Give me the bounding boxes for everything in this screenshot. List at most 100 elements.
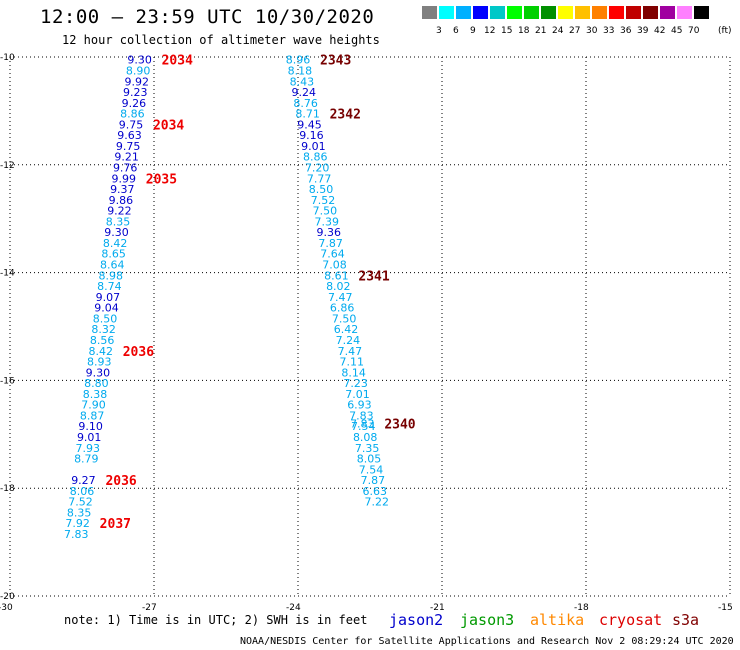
wave-height-point: 9.76 xyxy=(113,161,138,174)
wave-height-point: 8.65 xyxy=(101,248,126,261)
wave-height-point: 8.76 xyxy=(293,97,318,110)
wave-height-point: 7.93 xyxy=(76,442,101,455)
scale-label: 9 xyxy=(470,26,476,36)
y-tick-label: -20 xyxy=(0,592,15,602)
scale-label: 21 xyxy=(535,26,547,36)
time-label: 2034 xyxy=(153,118,184,133)
time-label: 2340 xyxy=(384,418,415,433)
wave-height-point: 8.74 xyxy=(97,280,122,293)
wave-height-point: 7.35 xyxy=(355,442,380,455)
wave-height-point: 8.18 xyxy=(288,64,313,77)
wave-height-point: 9.37 xyxy=(110,183,135,196)
wave-height-point: 8.42 xyxy=(103,237,128,250)
satellite-s3a: s3a xyxy=(672,611,700,629)
wave-height-point: 8.64 xyxy=(100,259,125,272)
scale-label: 45 xyxy=(671,26,683,36)
wave-height-point: 8.05 xyxy=(357,453,382,466)
wave-height-point: 9.16 xyxy=(299,129,324,142)
scale-label: 3 xyxy=(436,26,442,36)
scale-swatch xyxy=(422,6,437,19)
wave-height-point: 9.86 xyxy=(109,194,134,207)
scale-swatch xyxy=(694,6,709,19)
wave-height-point: 7.50 xyxy=(332,312,357,325)
wave-height-point: 8.50 xyxy=(93,312,118,325)
wave-height-point: 7.50 xyxy=(313,205,338,218)
x-tick-label: -21 xyxy=(430,603,445,613)
scale-unit: (ft) xyxy=(718,26,732,36)
scale-swatch xyxy=(558,6,573,19)
wave-height-point: 9.01 xyxy=(77,431,102,444)
scale-label: 33 xyxy=(603,26,615,36)
wave-height-point: 6.63 xyxy=(363,485,388,498)
x-tick-label: -24 xyxy=(286,603,301,613)
wave-height-point: 9.24 xyxy=(292,86,317,99)
wave-height-point: 6.42 xyxy=(334,323,359,336)
wave-height-point: 8.98 xyxy=(99,269,124,282)
x-tick-label: -30 xyxy=(0,603,13,613)
scale-label: 70 xyxy=(688,26,700,36)
scale-swatch xyxy=(456,6,471,19)
scale-swatch xyxy=(609,6,624,19)
wave-height-point: 8.14 xyxy=(341,366,366,379)
scale-label: 27 xyxy=(569,26,581,36)
wave-height-point: 9.99 xyxy=(112,172,137,185)
scale-label: 15 xyxy=(501,26,513,36)
x-tick-label: -18 xyxy=(574,603,589,613)
wave-height-point: 9.63 xyxy=(117,129,142,142)
scale-swatch xyxy=(643,6,658,19)
wave-height-point: 7.54 xyxy=(351,420,376,433)
wave-height-point: 7.22 xyxy=(364,496,389,509)
wave-height-point: 7.83 xyxy=(350,418,375,431)
scale-swatch xyxy=(677,6,692,19)
time-label: 2034 xyxy=(162,54,193,69)
x-tick-label: -27 xyxy=(142,603,157,613)
wave-height-point: 9.45 xyxy=(297,118,322,131)
wave-height-point: 7.23 xyxy=(343,377,368,390)
wave-height-point: 7.47 xyxy=(338,345,363,358)
wave-height-point: 7.64 xyxy=(320,248,345,261)
wave-height-point: 9.75 xyxy=(116,140,141,153)
wave-height-point: 8.02 xyxy=(326,280,351,293)
satellite-jason3: jason3 xyxy=(460,611,515,629)
time-label: 2341 xyxy=(358,269,389,284)
wave-height-point: 8.35 xyxy=(106,215,131,228)
wave-height-point: 7.77 xyxy=(307,172,332,185)
time-label: 2037 xyxy=(100,517,131,532)
y-tick-label: -12 xyxy=(0,161,15,171)
wave-height-point: 9.07 xyxy=(96,291,121,304)
wave-height-point: 8.50 xyxy=(309,183,334,196)
note-text: note: 1) Time is in UTC; 2) SWH is in fe… xyxy=(64,613,368,627)
wave-height-point: 8.79 xyxy=(74,453,99,466)
wave-height-point: 7.52 xyxy=(311,194,336,207)
wave-height-point: 8.06 xyxy=(70,485,95,498)
wave-height-point: 8.32 xyxy=(91,323,116,336)
wave-height-point: 8.08 xyxy=(353,431,378,444)
scale-label: 39 xyxy=(637,26,649,36)
y-tick-label: -16 xyxy=(0,376,15,386)
wave-height-point: 7.90 xyxy=(81,399,106,412)
wave-height-point: 9.10 xyxy=(78,420,103,433)
wave-height-point: 7.92 xyxy=(65,517,90,530)
wave-height-point: 9.27 xyxy=(71,474,96,487)
wave-height-point: 9.23 xyxy=(123,86,148,99)
wave-height-point: 7.87 xyxy=(318,237,343,250)
wave-height-point: 8.35 xyxy=(67,506,92,519)
wave-height-point: 9.36 xyxy=(316,226,341,239)
wave-height-point: 8.93 xyxy=(87,356,112,369)
wave-height-point: 6.86 xyxy=(330,302,355,315)
wave-height-point: 9.04 xyxy=(94,302,119,315)
time-label: 2343 xyxy=(320,54,351,69)
wave-height-point: 9.01 xyxy=(301,140,326,153)
wave-height-point: 9.30 xyxy=(86,366,111,379)
scale-label: 12 xyxy=(484,26,496,36)
scale-swatch xyxy=(490,6,505,19)
wave-height-point: 7.24 xyxy=(336,334,361,347)
wave-height-point: 8.43 xyxy=(290,75,315,88)
wave-height-point: 8.86 xyxy=(303,151,328,164)
wave-height-point: 8.56 xyxy=(90,334,115,347)
time-label: 2036 xyxy=(105,474,136,489)
y-tick-label: -14 xyxy=(0,269,15,279)
wave-height-point: 9.75 xyxy=(119,118,144,131)
footer-credit: NOAA/NESDIS Center for Satellite Applica… xyxy=(240,636,734,647)
